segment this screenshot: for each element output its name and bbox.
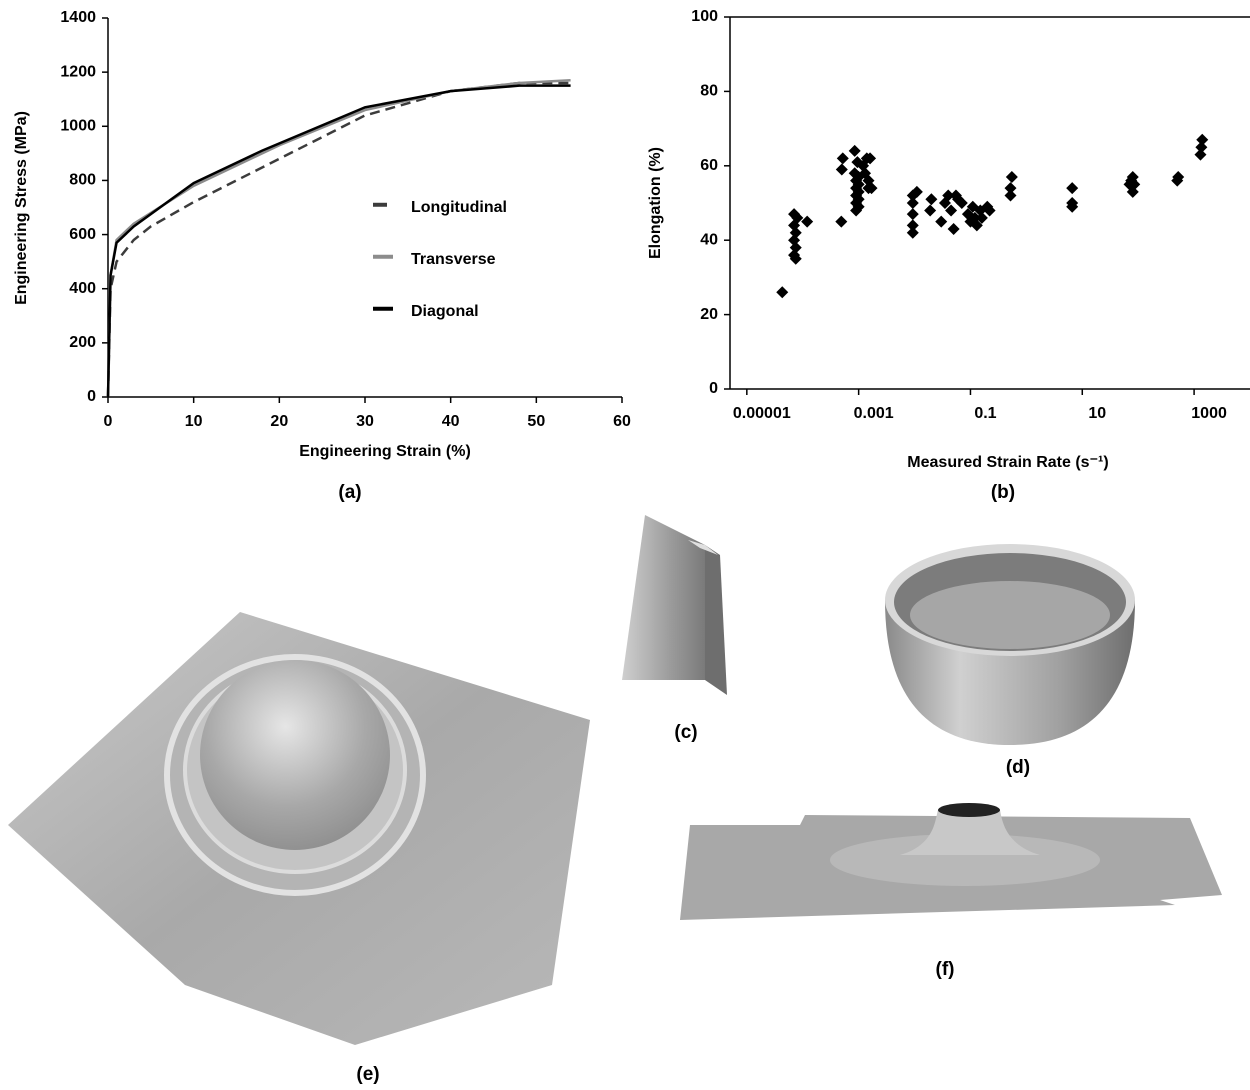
y-tick-label: 0	[709, 380, 718, 397]
legend-label: Diagonal	[411, 303, 479, 320]
panel-label: (f)	[936, 959, 955, 980]
panel-label: (d)	[1006, 757, 1030, 778]
series-line	[108, 83, 571, 397]
x-tick-label: 10	[1088, 405, 1106, 422]
data-point	[837, 152, 849, 164]
x-axis-label: Engineering Strain (%)	[299, 443, 471, 460]
y-tick-label: 60	[700, 157, 718, 174]
panel-label: (a)	[338, 482, 361, 503]
x-tick-label: 50	[527, 413, 545, 430]
data-point	[836, 164, 848, 176]
series-line	[108, 86, 571, 397]
data-point	[935, 216, 947, 228]
data-point	[801, 216, 813, 228]
photo-d	[885, 544, 1135, 745]
y-tick-label: 80	[700, 83, 718, 100]
series-line	[108, 80, 571, 397]
panel-label: (e)	[356, 1064, 379, 1085]
data-point	[1196, 134, 1208, 146]
x-tick-label: 1000	[1191, 405, 1227, 422]
y-axis-label: Elongation (%)	[647, 147, 664, 259]
data-point	[907, 197, 919, 209]
data-point	[1004, 182, 1016, 194]
x-tick-label: 0.00001	[733, 405, 791, 422]
x-tick-label: 10	[185, 413, 203, 430]
y-tick-label: 200	[69, 334, 96, 351]
data-point	[948, 223, 960, 235]
x-tick-label: 60	[613, 413, 631, 430]
figure: (c)(d)(e)(f)0200400600800100012001400010…	[0, 0, 1250, 1090]
y-tick-label: 600	[69, 226, 96, 243]
data-point	[776, 286, 788, 298]
data-point	[925, 193, 937, 205]
x-tick-label: 40	[442, 413, 460, 430]
data-point	[835, 216, 847, 228]
data-point	[849, 145, 861, 157]
legend-label: Longitudinal	[411, 199, 507, 216]
y-tick-label: 40	[700, 231, 718, 248]
data-point	[1006, 171, 1018, 183]
x-tick-label: 20	[270, 413, 288, 430]
y-tick-label: 20	[700, 306, 718, 323]
legend-label: Transverse	[411, 251, 496, 268]
y-tick-label: 100	[691, 8, 718, 25]
photo-f	[680, 803, 1222, 920]
x-tick-label: 0.1	[974, 405, 996, 422]
data-point	[924, 204, 936, 216]
y-tick-label: 0	[87, 388, 96, 405]
x-tick-label: 30	[356, 413, 374, 430]
data-point	[907, 208, 919, 220]
panel-label: (b)	[991, 482, 1015, 503]
x-tick-label: 0	[104, 413, 113, 430]
data-point	[907, 227, 919, 239]
x-tick-label: 0.001	[854, 405, 894, 422]
data-point	[1066, 182, 1078, 194]
photo-c	[622, 515, 727, 695]
y-axis-label: Engineering Stress (MPa)	[13, 111, 30, 305]
y-tick-label: 1200	[60, 63, 96, 80]
photo-e	[8, 612, 590, 1045]
x-axis-label: Measured Strain Rate (s⁻¹)	[907, 454, 1108, 471]
y-tick-label: 400	[69, 280, 96, 297]
y-tick-label: 800	[69, 172, 96, 189]
y-tick-label: 1000	[60, 118, 96, 135]
panel-label: (c)	[674, 722, 697, 743]
y-tick-label: 1400	[60, 9, 96, 26]
